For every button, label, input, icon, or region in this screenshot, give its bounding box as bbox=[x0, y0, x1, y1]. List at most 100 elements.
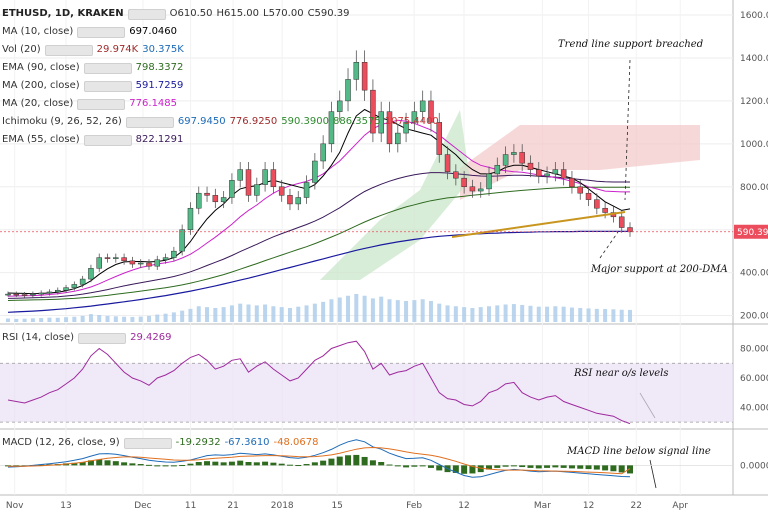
volume-bar bbox=[97, 315, 102, 322]
legend-ema55: EMA (55, close) 822.1291 bbox=[2, 134, 183, 146]
macd-tick-label: 0.0000 bbox=[740, 461, 768, 471]
legend-controls[interactable] bbox=[123, 437, 172, 449]
candle-body bbox=[486, 173, 492, 190]
macd-histogram-bar bbox=[179, 465, 186, 467]
legend-controls[interactable] bbox=[77, 98, 126, 110]
time-tick-label: 11 bbox=[185, 501, 196, 511]
time-tick-label: 2018 bbox=[271, 501, 294, 511]
volume-bar bbox=[146, 315, 151, 322]
candle-body bbox=[453, 171, 459, 179]
volume-bar bbox=[138, 316, 143, 322]
candle-body bbox=[278, 186, 285, 196]
legend-vol-label[interactable]: Vol (20) bbox=[2, 44, 41, 55]
volume-bar bbox=[553, 306, 558, 322]
volume-bar bbox=[221, 307, 226, 322]
volume-bar bbox=[287, 308, 292, 322]
legend-ma10: MA (10, close) 697.0460 bbox=[2, 26, 177, 38]
volume-bar bbox=[14, 318, 19, 322]
legend-ichimoku-label[interactable]: Ichimoku (9, 26, 52, 26) bbox=[2, 116, 122, 127]
legend-ema90: EMA (90, close) 798.3372 bbox=[2, 62, 183, 74]
macd-histogram-bar bbox=[519, 465, 526, 468]
legend-ma20-value: 776.1485 bbox=[129, 98, 178, 109]
trend-annotation: Trend line support breached bbox=[558, 39, 704, 50]
macd-histogram-bar bbox=[510, 465, 517, 467]
legend-controls[interactable] bbox=[78, 332, 127, 344]
macd-histogram-bar bbox=[112, 461, 119, 466]
legend-ema55-label[interactable]: EMA (55, close) bbox=[2, 134, 80, 145]
legend-controls[interactable] bbox=[44, 44, 93, 56]
candle-body bbox=[195, 192, 202, 209]
macd-histogram-bar bbox=[361, 456, 368, 466]
volume-bar bbox=[329, 299, 334, 322]
candle-body bbox=[618, 216, 625, 228]
legend-ma20-label[interactable]: MA (20, close) bbox=[2, 98, 74, 109]
volume-bar bbox=[569, 307, 574, 322]
open-value: O610.50 bbox=[169, 8, 213, 19]
macd-histogram-bar bbox=[270, 462, 277, 466]
legend-ma20: MA (20, close) 776.1485 bbox=[2, 98, 177, 110]
candle-body bbox=[171, 250, 177, 258]
candle-body bbox=[287, 195, 293, 205]
volume-bar bbox=[428, 301, 433, 322]
macd-histogram-bar bbox=[419, 465, 426, 467]
macd-histogram-bar bbox=[87, 460, 94, 466]
legend-controls[interactable] bbox=[127, 8, 166, 20]
macd-histogram-bar bbox=[121, 462, 128, 466]
candle-body bbox=[411, 111, 418, 123]
legend-vol-value: 29.974K bbox=[96, 44, 139, 55]
volume-bar bbox=[188, 308, 193, 322]
candle-body bbox=[237, 169, 243, 181]
macd-histogram-bar bbox=[38, 464, 45, 466]
candle-body bbox=[320, 143, 326, 162]
volume-bar bbox=[296, 306, 301, 322]
macd-histogram-bar bbox=[228, 461, 235, 466]
candle-body bbox=[137, 262, 144, 265]
volume-bar bbox=[495, 305, 500, 322]
macd-histogram-bar bbox=[544, 465, 551, 468]
candle-body bbox=[262, 169, 268, 185]
candle-body bbox=[71, 284, 78, 288]
candle-body bbox=[79, 278, 86, 285]
volume-bar bbox=[105, 315, 110, 322]
candle-body bbox=[204, 192, 210, 196]
candle-body bbox=[212, 195, 219, 203]
volume-bar bbox=[155, 314, 160, 322]
volume-bar bbox=[321, 301, 326, 322]
legend-ma200-label[interactable]: MA (200, close) bbox=[2, 80, 80, 91]
candle-body bbox=[477, 188, 484, 192]
volume-bar bbox=[578, 308, 583, 322]
macd-histogram-bar bbox=[527, 465, 534, 468]
macd-histogram-bar bbox=[593, 465, 600, 470]
macd-label[interactable]: MACD (12, 26, close, 9) bbox=[2, 437, 120, 448]
candle-body bbox=[577, 186, 583, 194]
candle-body bbox=[585, 192, 592, 200]
candle-body bbox=[627, 227, 633, 233]
macd-histogram-bar bbox=[535, 465, 542, 469]
rsi-label[interactable]: RSI (14, close) bbox=[2, 332, 75, 343]
macd-signal-line bbox=[8, 446, 631, 475]
symbol-label[interactable]: ETHUSD, 1D, KRAKEN bbox=[2, 8, 124, 19]
volume-bar bbox=[354, 294, 359, 322]
legend-ichimoku-value: 697.9450 bbox=[177, 116, 226, 127]
volume-bar bbox=[196, 306, 201, 322]
legend-controls[interactable] bbox=[125, 116, 174, 128]
macd-histogram-bar bbox=[311, 462, 318, 466]
candle-body bbox=[461, 177, 467, 188]
legend-controls[interactable] bbox=[83, 80, 132, 92]
volume-bar bbox=[39, 318, 44, 322]
legend-ema90-label[interactable]: EMA (90, close) bbox=[2, 62, 80, 73]
legend-ma10-label[interactable]: MA (10, close) bbox=[2, 26, 74, 37]
candle-body bbox=[21, 294, 28, 296]
legend-controls[interactable] bbox=[83, 134, 132, 146]
symbol-header: ETHUSD, 1D, KRAKEN O610.50 H615.00 L570.… bbox=[2, 8, 350, 20]
candle-body bbox=[502, 154, 509, 166]
volume-bar bbox=[379, 296, 384, 322]
legend-controls[interactable] bbox=[77, 26, 126, 38]
volume-bar bbox=[387, 299, 392, 322]
macd-histogram-bar bbox=[436, 465, 443, 471]
legend-controls[interactable] bbox=[83, 62, 132, 74]
close-value: C590.39 bbox=[307, 8, 350, 19]
candle-body bbox=[552, 169, 559, 175]
volume-bar bbox=[619, 309, 624, 322]
